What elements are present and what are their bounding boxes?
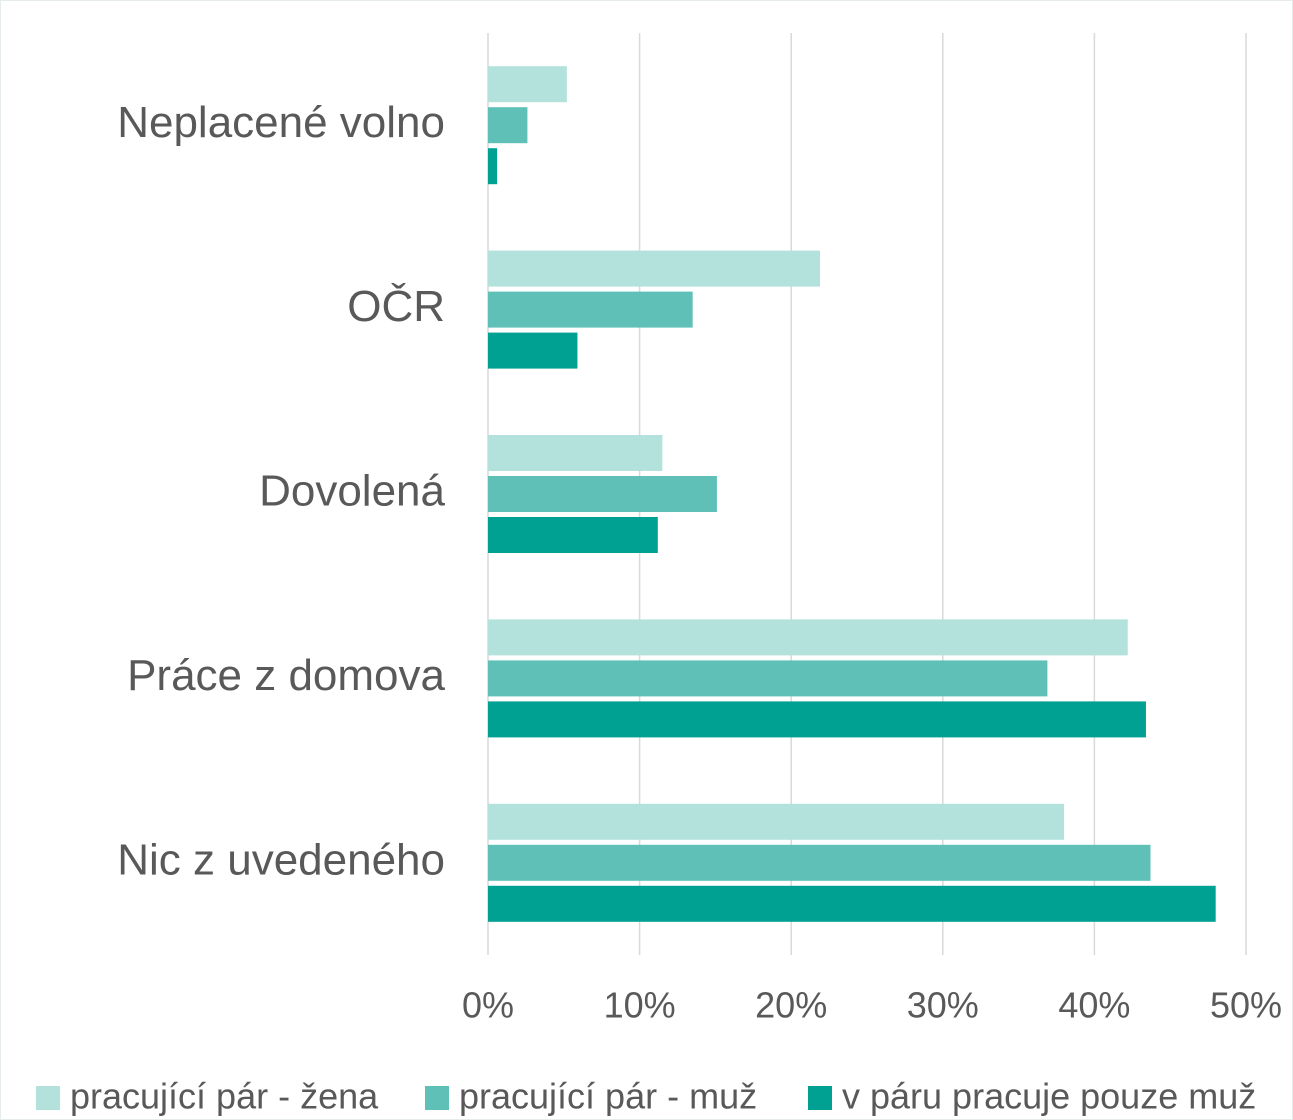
x-tick-label: 40% — [1058, 985, 1130, 1026]
x-tick-label: 10% — [604, 985, 676, 1026]
bar — [488, 250, 821, 287]
legend-label: v páru pracuje pouze muž — [842, 1076, 1256, 1117]
x-tick-label: 0% — [462, 985, 514, 1026]
legend-swatch — [425, 1086, 449, 1110]
x-tick-label: 20% — [755, 985, 827, 1026]
category-label: Práce z domova — [127, 651, 445, 700]
legend-swatch — [808, 1086, 832, 1110]
legend-swatch — [36, 1086, 60, 1110]
bar — [488, 844, 1151, 881]
bar — [488, 291, 693, 328]
x-tick-label: 50% — [1210, 985, 1282, 1026]
category-label: OČR — [347, 281, 445, 331]
bar — [488, 803, 1065, 840]
bar — [488, 476, 717, 512]
bar — [488, 107, 528, 144]
bar — [488, 619, 1128, 656]
legend-label: pracující pár - muž — [459, 1076, 757, 1117]
bar — [488, 660, 1048, 697]
x-tick-label: 30% — [907, 985, 979, 1026]
category-label: Neplacené volno — [117, 98, 445, 147]
category-label: Nic z uvedeného — [117, 835, 445, 884]
bar — [488, 66, 567, 103]
bar — [488, 885, 1216, 922]
bar — [488, 435, 663, 471]
bar — [488, 701, 1146, 738]
legend-label: pracující pár - žena — [70, 1076, 379, 1117]
bar — [488, 148, 498, 185]
bar — [488, 332, 578, 369]
bar — [488, 517, 658, 553]
category-label: Dovolená — [259, 467, 445, 516]
